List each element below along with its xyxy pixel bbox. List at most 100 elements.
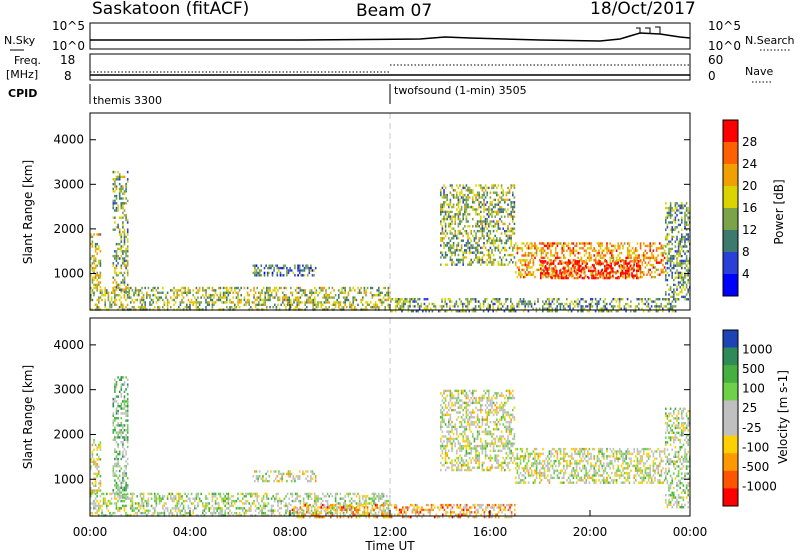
echo-cell [237,507,239,510]
echo-cell [492,253,495,257]
echo-cell [130,507,132,510]
echo-cell [550,254,552,257]
echo-cell [460,208,463,211]
echo-cell [267,497,270,500]
echo-cell [620,274,622,277]
echo-cell [472,234,474,238]
echo-cell [598,310,600,313]
echo-cell [245,303,247,306]
echo-cell [398,307,400,310]
echo-cell [250,306,252,309]
echo-cell [599,244,602,248]
echo-cell [102,502,105,505]
echo-cell [352,499,354,503]
echo-cell [270,511,273,515]
echo-cell [604,260,606,263]
echo-cell [540,251,543,255]
echo-cell [349,507,351,510]
echo-cell [256,303,258,306]
echo-cell [122,259,124,263]
echo-cell [468,300,470,303]
echo-cell [612,249,615,252]
echo-cell [478,203,480,206]
echo-cell [147,504,150,508]
echo-cell [676,286,678,289]
echo-cell [478,201,480,204]
echo-cell [583,267,585,270]
echo-cell [126,271,129,275]
echo-cell [254,495,257,498]
echo-cell [676,298,678,301]
echo-cell [446,253,448,257]
echo-cell [619,247,621,250]
echo-cell [197,504,199,508]
echo-cell [125,235,127,239]
echo-cell [679,290,681,294]
echo-cell [120,301,122,304]
echo-cell [486,217,488,221]
echo-cell [684,259,686,263]
echo-cell [571,242,573,245]
echo-cell [523,242,525,245]
echo-cell [677,247,680,251]
echo-cell [534,244,536,248]
echo-cell [235,511,238,515]
echo-cell [465,244,468,247]
echo-cell [522,298,525,301]
echo-cell [122,274,124,277]
echo-cell [611,254,613,257]
echo-cell [123,288,126,291]
echo-cell [396,302,398,306]
echo-cell [107,294,110,297]
echo-cell [360,291,362,294]
echo-cell [666,271,669,275]
echo-cell [162,495,164,498]
echo-cell [114,303,116,306]
echo-cell [621,264,624,268]
echo-cell [617,254,619,257]
echo-cell [669,250,672,253]
echo-cell [510,213,512,216]
echo-cell [126,412,129,415]
echo-cell [126,429,129,432]
echo-cell [516,249,519,252]
echo-cell [634,305,637,308]
echo-cell [444,229,447,233]
echo-cell [91,511,94,515]
echo-cell [301,508,303,512]
echo-cell [602,276,604,280]
echo-cell [112,199,115,203]
echo-cell [668,211,670,215]
echo-cell [374,306,377,309]
echo-cell [190,301,193,304]
echo-cell [273,470,275,473]
echo-cell [232,291,234,294]
echo-cell [512,249,514,252]
echo-cell [154,294,156,297]
echo-cell [475,225,477,228]
echo-cell [336,492,338,496]
echo-cell [500,205,503,209]
echo-cell [101,504,103,508]
echo-cell [174,301,177,304]
echo-cell [572,266,575,269]
echo-cell [506,307,509,310]
echo-cell [449,258,452,262]
echo-cell [489,253,492,257]
echo-cell [294,274,296,277]
echo-cell [548,247,551,250]
echo-cell [516,305,518,308]
echo-cell [670,302,672,306]
echo-cell [281,477,283,480]
echo-cell [115,281,118,284]
echo-cell [160,499,162,503]
echo-cell [363,508,366,512]
echo-cell [366,286,369,290]
echo-cell [668,209,670,212]
echo-cell [671,307,674,310]
echo-cell [240,294,242,297]
echo-cell [314,291,316,294]
echo-cell [618,298,621,301]
echo-cell [472,225,474,228]
echo-cell [208,509,210,512]
